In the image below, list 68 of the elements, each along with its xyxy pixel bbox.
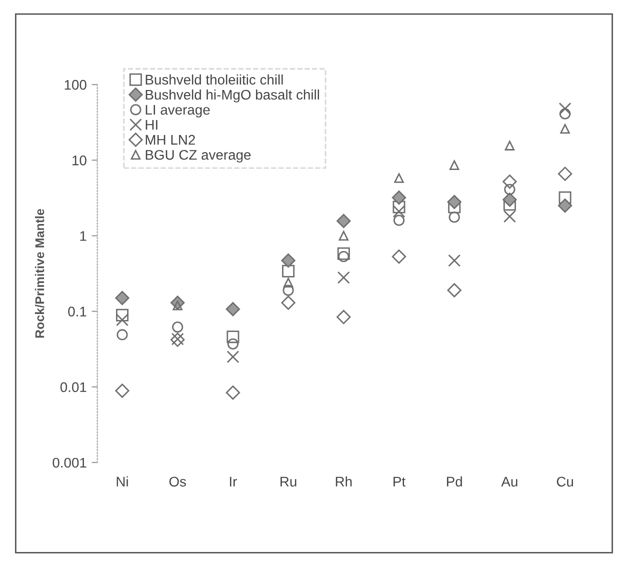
point [504,140,515,150]
point [502,174,517,189]
point [226,302,240,316]
legend-label: BGU CZ average [146,150,251,163]
point [392,190,406,205]
point [393,214,405,226]
point [116,314,128,326]
point [503,210,516,223]
point [115,290,130,306]
point [281,296,296,310]
point [558,102,572,115]
y-tick-label: 0.01 [60,382,86,392]
point [448,212,460,223]
point [394,173,404,183]
point [116,329,128,340]
legend-label: Bushveld tholeiitic chill [146,74,283,85]
x-tick-label: Pd [446,476,462,487]
y-tick-label: 100 [64,80,86,90]
point [392,250,406,264]
point [392,205,406,218]
point [336,310,351,324]
point [392,200,406,214]
point [558,191,572,204]
point [560,124,570,134]
x-tick-label: Ru [280,476,296,487]
point [226,330,240,344]
point [226,386,240,400]
point [448,254,461,267]
y-tick-label: 10 [72,156,86,166]
point [336,214,351,228]
legend-label: Bushveld hi-MgO basalt chill [146,89,320,102]
y-tick-label: 0.001 [52,458,86,468]
point [226,350,240,364]
point [282,284,294,296]
point [448,200,461,214]
y-axis-title: Rock/Primitive Mantle [34,209,44,338]
point [283,278,294,288]
point [558,166,572,181]
point [115,384,130,398]
legend-label: LI average [146,105,210,118]
point [172,321,184,333]
point [282,264,295,278]
point [281,253,296,268]
x-tick-label: Os [169,476,186,487]
point [338,251,350,262]
point [337,247,350,260]
x-tick-label: Au [501,476,518,487]
legend-label: MH LN2 [146,134,195,145]
x-tick-label: Pt [394,476,406,487]
point [116,308,128,322]
x-tick-label: Cu [556,476,573,487]
point [227,338,238,350]
point [503,198,516,211]
y-tick-label: 1 [80,231,86,241]
point [502,192,517,207]
point [447,194,462,210]
point [449,160,460,170]
x-tick-label: Ni [116,476,128,486]
y-tick-label: 0.1 [68,306,86,316]
point [559,108,571,120]
point [337,271,350,284]
x-tick-label: Ir [230,476,237,486]
legend-label: HI [146,120,158,130]
x-tick-label: Rh [336,476,352,486]
point [338,230,349,241]
point [447,283,462,298]
point [558,198,572,213]
point [504,184,516,195]
